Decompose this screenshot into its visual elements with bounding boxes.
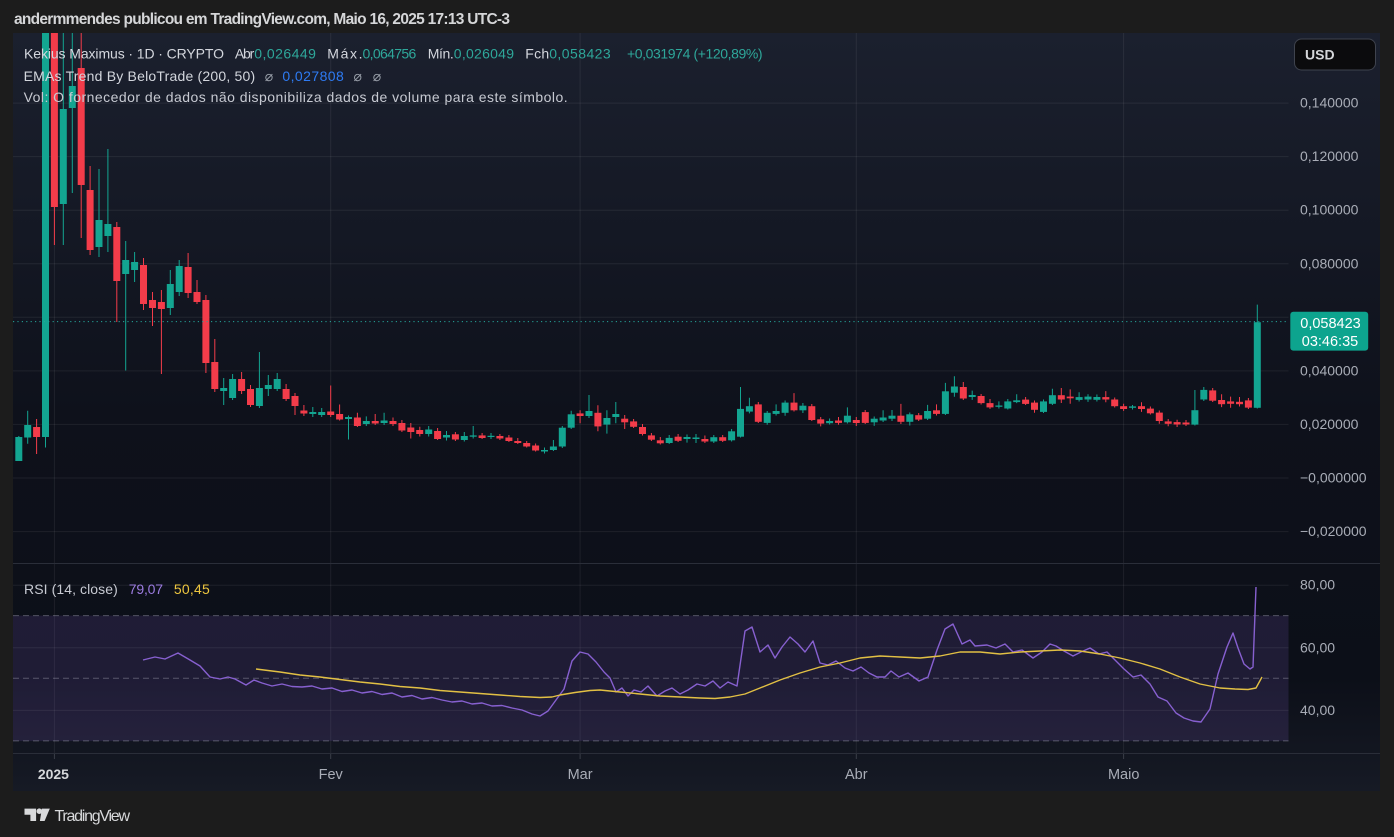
- svg-text:0,140000: 0,140000: [1300, 95, 1359, 111]
- svg-text:0,120000: 0,120000: [1300, 148, 1359, 164]
- svg-text:Kekius Maximus · 1D · CRYPTO: Kekius Maximus · 1D · CRYPTO: [24, 45, 224, 61]
- svg-text:0,080000: 0,080000: [1300, 255, 1359, 271]
- svg-text:andermmendes publicou em Tradi: andermmendes publicou em TradingView.com…: [14, 11, 510, 28]
- svg-text:−0,000000: −0,000000: [1300, 470, 1367, 486]
- svg-text:0,100000: 0,100000: [1300, 202, 1359, 218]
- svg-text:USD: USD: [1305, 47, 1335, 63]
- svg-text:⌀: ⌀: [373, 68, 381, 84]
- svg-text:60,00: 60,00: [1300, 639, 1335, 655]
- svg-text:−0,020000: −0,020000: [1300, 523, 1367, 539]
- svg-text:Abr: Abr: [235, 45, 255, 61]
- svg-text:0,064756: 0,064756: [363, 45, 417, 61]
- svg-text:Fev: Fev: [319, 767, 344, 783]
- svg-text:0,026049: 0,026049: [454, 45, 514, 61]
- svg-text:40,00: 40,00: [1300, 702, 1335, 718]
- svg-text:Maio: Maio: [1108, 767, 1139, 783]
- svg-text:0,058423: 0,058423: [1300, 316, 1360, 332]
- svg-text:0,026449: 0,026449: [254, 45, 316, 61]
- svg-text:0,020000: 0,020000: [1300, 416, 1359, 432]
- svg-text:0,058423: 0,058423: [549, 45, 611, 61]
- svg-text:Fch: Fch: [525, 45, 549, 61]
- svg-text:Mar: Mar: [568, 767, 593, 783]
- svg-text:Vol: O fornecedor de dados não: Vol: O fornecedor de dados não disponibi…: [24, 89, 568, 105]
- svg-text:2025: 2025: [38, 766, 69, 782]
- svg-text:TradingView: TradingView: [55, 808, 131, 825]
- svg-text:0,027808: 0,027808: [282, 68, 344, 84]
- svg-text:⌀: ⌀: [265, 68, 273, 84]
- svg-text:Abr: Abr: [845, 767, 868, 783]
- svg-text:03:46:35: 03:46:35: [1302, 334, 1358, 350]
- svg-text:EMAs Trend By BeloTrade (200,: EMAs Trend By BeloTrade (200, 50): [24, 68, 256, 84]
- svg-text:+0,031974 (+120,89%): +0,031974 (+120,89%): [627, 45, 763, 61]
- svg-text:79,07: 79,07: [129, 581, 164, 597]
- svg-text:⌀: ⌀: [354, 68, 362, 84]
- svg-text:50,45: 50,45: [174, 581, 210, 597]
- svg-text:Mín.: Mín.: [428, 45, 454, 61]
- svg-text:80,00: 80,00: [1300, 577, 1335, 593]
- svg-text:RSI (14, close): RSI (14, close): [24, 581, 118, 597]
- svg-text:0,040000: 0,040000: [1300, 362, 1359, 378]
- svg-text:Máx.: Máx.: [327, 45, 362, 61]
